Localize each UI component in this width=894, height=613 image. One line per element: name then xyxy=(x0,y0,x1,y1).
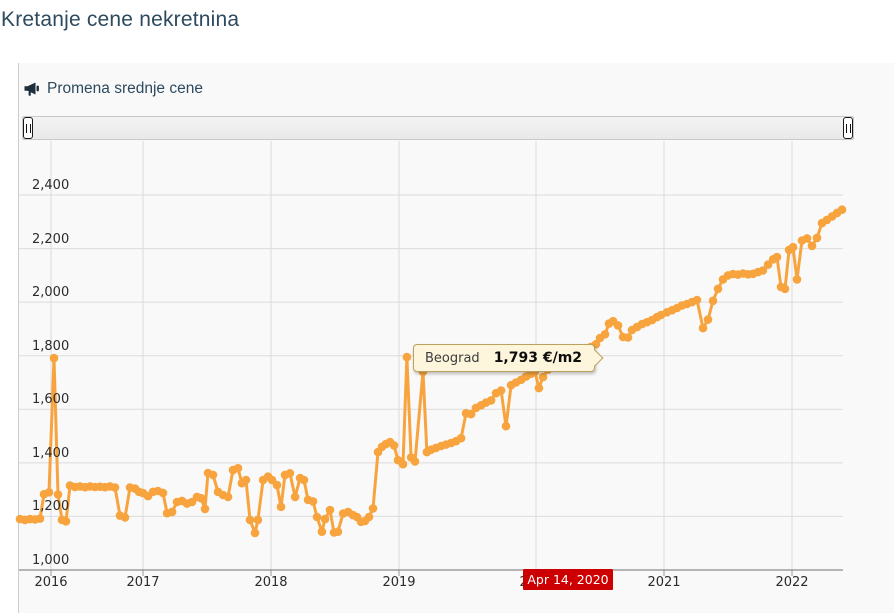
megaphone-icon xyxy=(24,82,40,97)
data-point-marker[interactable] xyxy=(807,241,817,251)
data-point-marker[interactable] xyxy=(245,515,255,525)
data-point-marker[interactable] xyxy=(272,480,282,490)
data-point-marker[interactable] xyxy=(308,497,318,506)
data-point-marker[interactable] xyxy=(312,512,322,522)
data-point-marker[interactable] xyxy=(35,514,45,523)
data-point-marker[interactable] xyxy=(299,475,309,485)
data-point-marker[interactable] xyxy=(368,504,378,513)
data-point-marker[interactable] xyxy=(780,284,790,294)
data-point-marker[interactable] xyxy=(410,457,420,466)
data-point-marker[interactable] xyxy=(538,372,548,382)
data-point-marker[interactable] xyxy=(713,284,723,294)
data-point-marker[interactable] xyxy=(364,512,374,522)
tooltip: Beograd 1,793 €/m2 xyxy=(413,344,604,372)
data-point-marker[interactable] xyxy=(325,505,335,515)
data-point-marker[interactable] xyxy=(276,502,286,512)
data-point-marker[interactable] xyxy=(802,234,812,243)
data-point-marker[interactable] xyxy=(196,493,206,503)
data-point-marker[interactable] xyxy=(486,396,496,405)
data-point-marker[interactable] xyxy=(534,383,544,393)
data-point-marker[interactable] xyxy=(253,515,263,525)
grip-icon xyxy=(25,123,31,133)
data-point-marker[interactable] xyxy=(501,421,511,431)
data-point-marker[interactable] xyxy=(290,492,300,502)
data-point-marker[interactable] xyxy=(398,459,408,469)
data-point-marker[interactable] xyxy=(698,323,708,333)
data-point-marker[interactable] xyxy=(317,527,327,536)
data-point-marker[interactable] xyxy=(320,514,330,524)
data-point-marker[interactable] xyxy=(623,333,633,342)
tooltip-value: 1,793 €/m2 xyxy=(493,350,583,366)
data-point-marker[interactable] xyxy=(758,266,768,275)
scrollbar-right-handle[interactable] xyxy=(843,117,853,139)
data-point-marker[interactable] xyxy=(456,433,466,443)
data-point-marker[interactable] xyxy=(61,517,71,526)
data-point-marker[interactable] xyxy=(241,475,251,485)
chart-panel xyxy=(18,63,894,613)
data-point-marker[interactable] xyxy=(692,295,702,305)
data-point-marker[interactable] xyxy=(53,490,63,499)
data-point-marker[interactable] xyxy=(223,492,233,502)
data-point-marker[interactable] xyxy=(167,507,177,517)
data-point-marker[interactable] xyxy=(389,441,399,450)
data-point-marker[interactable] xyxy=(708,296,718,306)
data-point-marker[interactable] xyxy=(120,513,130,522)
data-point-marker[interactable] xyxy=(600,330,610,339)
data-point-marker[interactable] xyxy=(613,321,623,330)
data-point-marker[interactable] xyxy=(233,463,243,473)
data-point-marker[interactable] xyxy=(44,488,54,497)
data-point-marker[interactable] xyxy=(208,470,218,480)
data-point-marker[interactable] xyxy=(49,353,59,363)
data-point-marker[interactable] xyxy=(200,504,210,514)
data-point-marker[interactable] xyxy=(792,275,802,284)
data-point-marker[interactable] xyxy=(788,242,798,252)
data-point-marker[interactable] xyxy=(772,252,782,262)
data-point-marker[interactable] xyxy=(812,233,822,243)
data-point-marker[interactable] xyxy=(466,409,476,419)
data-point-marker[interactable] xyxy=(250,528,260,538)
page-title: Kretanje cene nekretnina xyxy=(1,8,240,31)
data-point-marker[interactable] xyxy=(285,469,295,478)
scrollbar-left-handle[interactable] xyxy=(23,117,33,139)
data-point-marker[interactable] xyxy=(703,315,713,324)
data-point-marker[interactable] xyxy=(110,483,120,492)
grip-icon xyxy=(845,123,851,133)
data-point-marker[interactable] xyxy=(837,205,847,214)
data-point-marker[interactable] xyxy=(402,352,412,362)
data-point-marker[interactable] xyxy=(496,386,506,395)
data-point-marker[interactable] xyxy=(158,488,168,498)
zoom-scrollbar-track[interactable] xyxy=(22,116,854,140)
tooltip-series-name: Beograd xyxy=(425,350,480,366)
legend-label: Promena srednje cene xyxy=(47,80,203,97)
legend-item[interactable]: Promena srednje cene xyxy=(24,79,203,99)
data-point-marker[interactable] xyxy=(333,527,343,536)
